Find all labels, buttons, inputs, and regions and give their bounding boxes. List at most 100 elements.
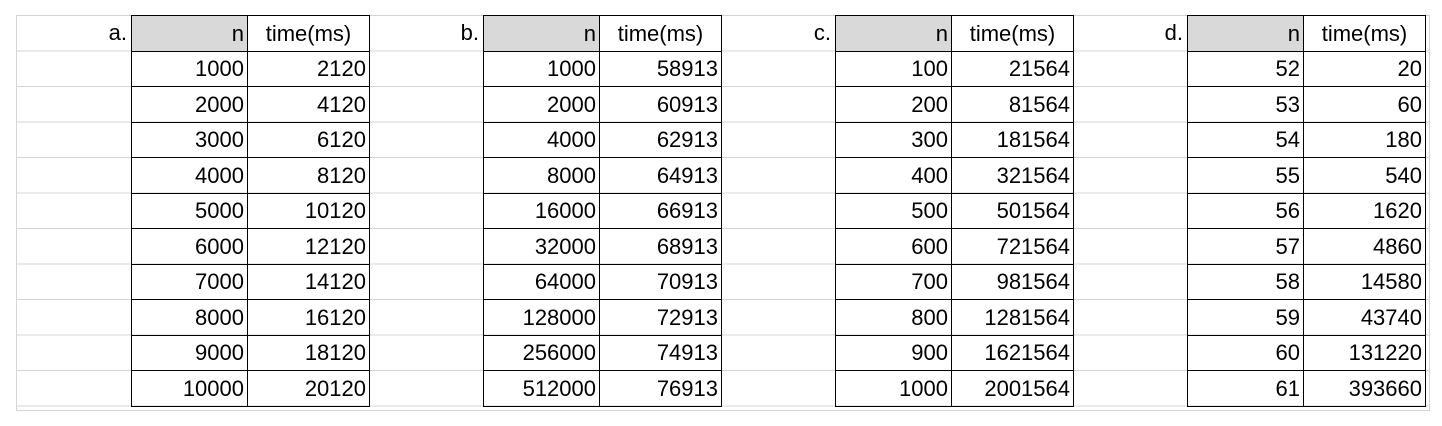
time-cell[interactable]: 180 xyxy=(1303,121,1426,158)
time-cell[interactable]: 60913 xyxy=(599,86,722,123)
n-cell[interactable]: 56 xyxy=(1187,192,1304,229)
time-cell[interactable]: 12120 xyxy=(247,228,370,265)
time-cell[interactable]: 540 xyxy=(1303,157,1426,194)
header-time[interactable]: time(ms) xyxy=(599,15,722,52)
time-cell[interactable]: 131220 xyxy=(1303,334,1426,371)
time-cell[interactable]: 58913 xyxy=(599,50,722,87)
table-row: 3000 6120 xyxy=(131,121,370,158)
n-cell[interactable]: 300 xyxy=(835,121,952,158)
time-cell[interactable]: 1620 xyxy=(1303,192,1426,229)
n-cell[interactable]: 600 xyxy=(835,228,952,265)
time-cell[interactable]: 321564 xyxy=(951,157,1074,194)
table-row: 9000 18120 xyxy=(131,334,370,371)
time-cell[interactable]: 10120 xyxy=(247,192,370,229)
n-cell[interactable]: 8000 xyxy=(483,157,600,194)
table-row: 900 1621564 xyxy=(835,334,1074,371)
n-cell[interactable]: 5000 xyxy=(131,192,248,229)
time-cell[interactable]: 16120 xyxy=(247,299,370,336)
n-cell[interactable]: 900 xyxy=(835,334,952,371)
time-cell[interactable]: 21564 xyxy=(951,50,1074,87)
time-cell[interactable]: 62913 xyxy=(599,121,722,158)
time-cell[interactable]: 721564 xyxy=(951,228,1074,265)
table-row: 128000 72913 xyxy=(483,299,722,336)
n-cell[interactable]: 32000 xyxy=(483,228,600,265)
n-cell[interactable]: 64000 xyxy=(483,263,600,300)
n-cell[interactable]: 400 xyxy=(835,157,952,194)
time-cell[interactable]: 70913 xyxy=(599,263,722,300)
time-cell[interactable]: 2001564 xyxy=(951,370,1074,407)
table-d-label[interactable]: d. xyxy=(1164,20,1183,45)
n-cell[interactable]: 700 xyxy=(835,263,952,300)
n-cell[interactable]: 200 xyxy=(835,86,952,123)
table-c: n time(ms) 100 21564 200 81564 300 181564 400 3… xyxy=(835,15,1074,407)
n-cell[interactable]: 55 xyxy=(1187,157,1304,194)
header-n[interactable]: n xyxy=(131,15,248,52)
time-cell[interactable]: 4860 xyxy=(1303,228,1426,265)
header-n[interactable]: n xyxy=(483,15,600,52)
time-cell[interactable]: 4120 xyxy=(247,86,370,123)
time-cell[interactable]: 501564 xyxy=(951,192,1074,229)
time-cell[interactable]: 1281564 xyxy=(951,299,1074,336)
time-cell[interactable]: 43740 xyxy=(1303,299,1426,336)
n-cell[interactable]: 100 xyxy=(835,50,952,87)
n-cell[interactable]: 7000 xyxy=(131,263,248,300)
n-cell[interactable]: 4000 xyxy=(131,157,248,194)
n-cell[interactable]: 54 xyxy=(1187,121,1304,158)
time-cell[interactable]: 20 xyxy=(1303,50,1426,87)
n-cell[interactable]: 128000 xyxy=(483,299,600,336)
table-b-label[interactable]: b. xyxy=(460,20,479,45)
table-a-label[interactable]: a. xyxy=(108,20,127,45)
time-cell[interactable]: 68913 xyxy=(599,228,722,265)
n-cell[interactable]: 6000 xyxy=(131,228,248,265)
time-cell[interactable]: 6120 xyxy=(247,121,370,158)
n-cell[interactable]: 1000 xyxy=(483,50,600,87)
n-cell[interactable]: 2000 xyxy=(131,86,248,123)
table-row: 60 131220 xyxy=(1187,334,1426,371)
time-cell[interactable]: 8120 xyxy=(247,157,370,194)
time-cell[interactable]: 74913 xyxy=(599,334,722,371)
n-cell[interactable]: 512000 xyxy=(483,370,600,407)
n-cell[interactable]: 1000 xyxy=(835,370,952,407)
time-cell[interactable]: 14580 xyxy=(1303,263,1426,300)
n-cell[interactable]: 9000 xyxy=(131,334,248,371)
time-cell[interactable]: 76913 xyxy=(599,370,722,407)
n-cell[interactable]: 800 xyxy=(835,299,952,336)
time-cell[interactable]: 20120 xyxy=(247,370,370,407)
n-cell[interactable]: 8000 xyxy=(131,299,248,336)
n-cell[interactable]: 59 xyxy=(1187,299,1304,336)
time-cell[interactable]: 72913 xyxy=(599,299,722,336)
n-cell[interactable]: 2000 xyxy=(483,86,600,123)
header-time[interactable]: time(ms) xyxy=(247,15,370,52)
n-cell[interactable]: 1000 xyxy=(131,50,248,87)
time-cell[interactable]: 181564 xyxy=(951,121,1074,158)
header-n[interactable]: n xyxy=(1187,15,1304,52)
time-cell[interactable]: 1621564 xyxy=(951,334,1074,371)
time-cell[interactable]: 81564 xyxy=(951,86,1074,123)
time-cell[interactable]: 64913 xyxy=(599,157,722,194)
table-row: 500 501564 xyxy=(835,192,1074,229)
header-time[interactable]: time(ms) xyxy=(951,15,1074,52)
n-cell[interactable]: 53 xyxy=(1187,86,1304,123)
time-cell[interactable]: 2120 xyxy=(247,50,370,87)
n-cell[interactable]: 4000 xyxy=(483,121,600,158)
time-cell[interactable]: 66913 xyxy=(599,192,722,229)
table-row: 700 981564 xyxy=(835,263,1074,300)
n-cell[interactable]: 256000 xyxy=(483,334,600,371)
n-cell[interactable]: 3000 xyxy=(131,121,248,158)
n-cell[interactable]: 60 xyxy=(1187,334,1304,371)
time-cell[interactable]: 981564 xyxy=(951,263,1074,300)
time-cell[interactable]: 60 xyxy=(1303,86,1426,123)
n-cell[interactable]: 10000 xyxy=(131,370,248,407)
n-cell[interactable]: 58 xyxy=(1187,263,1304,300)
time-cell[interactable]: 18120 xyxy=(247,334,370,371)
time-cell[interactable]: 14120 xyxy=(247,263,370,300)
n-cell[interactable]: 57 xyxy=(1187,228,1304,265)
table-c-label[interactable]: c. xyxy=(813,20,831,45)
header-time[interactable]: time(ms) xyxy=(1303,15,1426,52)
n-cell[interactable]: 16000 xyxy=(483,192,600,229)
n-cell[interactable]: 52 xyxy=(1187,50,1304,87)
time-cell[interactable]: 393660 xyxy=(1303,370,1426,407)
header-n[interactable]: n xyxy=(835,15,952,52)
n-cell[interactable]: 500 xyxy=(835,192,952,229)
n-cell[interactable]: 61 xyxy=(1187,370,1304,407)
